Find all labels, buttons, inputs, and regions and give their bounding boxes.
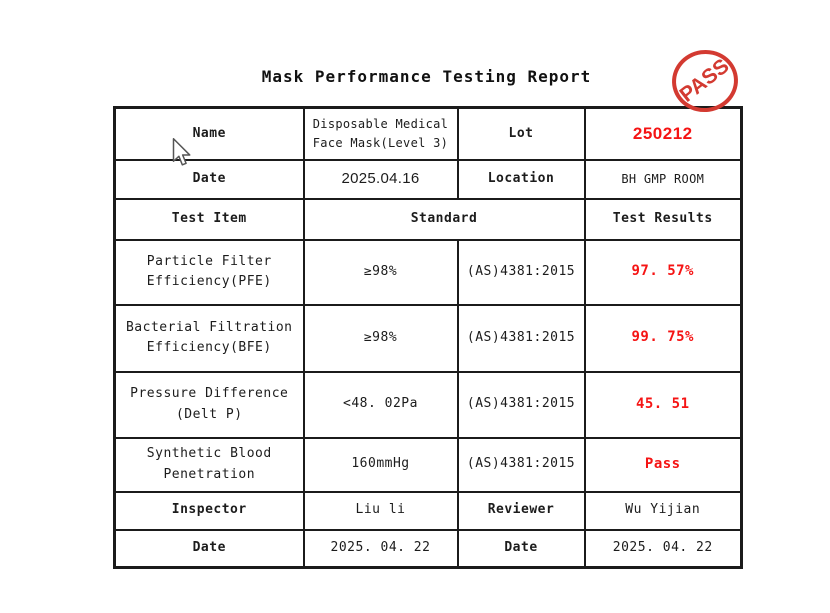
reviewer-label: Reviewer — [456, 490, 586, 531]
table-row: Particle Filter Efficiency(PFE) ≥98% (AS)4… — [113, 238, 743, 306]
blood-result: Pass — [583, 436, 743, 493]
test-results-header: Test Results — [583, 197, 743, 241]
pass-stamp-label: PASS — [675, 54, 734, 107]
bfe-result: 99. 75% — [583, 303, 743, 373]
blood-item: Synthetic Blood Penetration — [113, 436, 305, 493]
table-row: Name Disposable Medical Face Mask(Level 3… — [113, 106, 743, 161]
table-row: Bacterial Filtration Efficiency(BFE) ≥98%… — [113, 303, 743, 373]
table-row: Pressure Difference (Delt P) <48. 02Pa (AS… — [113, 370, 743, 439]
lot-number-value: 250212 — [583, 106, 743, 161]
product-name-value: Disposable Medical Face Mask(Level 3) — [302, 106, 459, 161]
report-table: Name Disposable Medical Face Mask(Level 3… — [113, 106, 743, 569]
name-label: Name — [113, 106, 305, 161]
table-row: Test Item Standard Test Results — [113, 197, 743, 241]
standard-header: Standard — [302, 197, 586, 241]
test-date-value: 2025.04.16 — [302, 158, 459, 200]
table-row: Synthetic Blood Penetration 160mmHg (AS)43… — [113, 436, 743, 493]
report-table-body: Name Disposable Medical Face Mask(Level 3… — [113, 106, 743, 569]
bfe-method: (AS)4381:2015 — [456, 303, 586, 373]
pfe-method: (AS)4381:2015 — [456, 238, 586, 306]
review-date-value: 2025. 04. 22 — [583, 528, 743, 569]
blood-standard: 160mmHg — [302, 436, 459, 493]
delt-p-result: 45. 51 — [583, 370, 743, 439]
page-title: Mask Performance Testing Report — [261, 67, 592, 86]
inspect-date-value: 2025. 04. 22 — [302, 528, 459, 569]
blood-method: (AS)4381:2015 — [456, 436, 586, 493]
bfe-standard: ≥98% — [302, 303, 459, 373]
mouse-cursor-icon — [172, 138, 193, 172]
inspector-value: Liu li — [302, 490, 459, 531]
test-item-header: Test Item — [113, 197, 305, 241]
table-row: Date 2025. 04. 22 Date 2025. 04. 22 — [113, 528, 743, 569]
lot-label: Lot — [456, 106, 586, 161]
delt-p-method: (AS)4381:2015 — [456, 370, 586, 439]
table-row: Inspector Liu li Reviewer Wu Yijian — [113, 490, 743, 531]
location-label: Location — [456, 158, 586, 200]
pfe-result: 97. 57% — [583, 238, 743, 306]
review-date-label: Date — [456, 528, 586, 569]
date-label: Date — [113, 158, 305, 200]
location-value: BH GMP ROOM — [583, 158, 743, 200]
delt-p-standard: <48. 02Pa — [302, 370, 459, 439]
delt-p-item: Pressure Difference (Delt P) — [113, 370, 305, 439]
pfe-standard: ≥98% — [302, 238, 459, 306]
pfe-item: Particle Filter Efficiency(PFE) — [113, 238, 305, 306]
inspector-label: Inspector — [113, 490, 305, 531]
reviewer-value: Wu Yijian — [583, 490, 743, 531]
bfe-item: Bacterial Filtration Efficiency(BFE) — [113, 303, 305, 373]
inspect-date-label: Date — [113, 528, 305, 569]
table-row: Date 2025.04.16 Location BH GMP ROOM — [113, 158, 743, 200]
